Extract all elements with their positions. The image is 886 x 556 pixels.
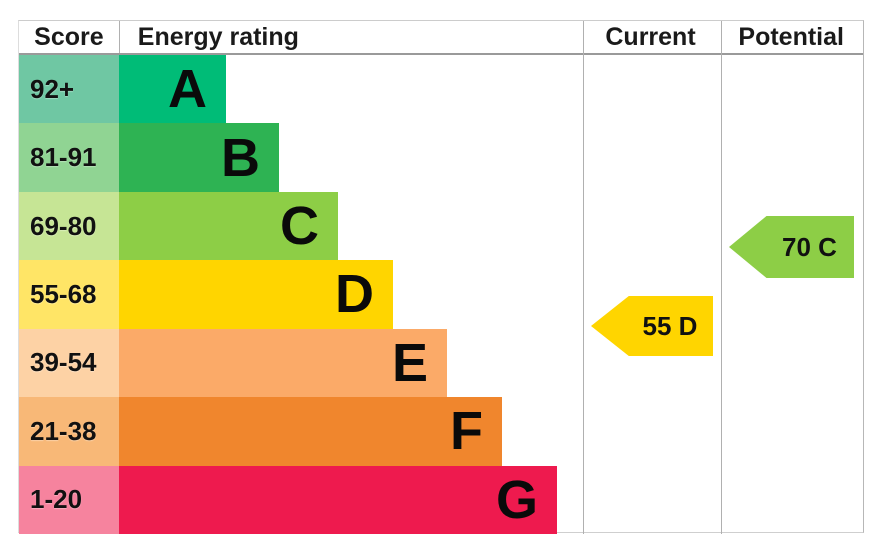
rating-bar-c: C xyxy=(119,191,338,261)
bar-track: D xyxy=(119,260,583,329)
current-rating-label: 55 D xyxy=(642,310,698,341)
band-letter: F xyxy=(450,401,483,462)
header-current: Current xyxy=(605,22,696,51)
score-range: 92+ xyxy=(19,55,119,124)
chart-header-row: Score Energy rating Current Potential xyxy=(19,21,863,55)
rating-bar-d: D xyxy=(119,260,393,329)
current-column-divider xyxy=(583,21,584,534)
band-row-d: 55-68 D xyxy=(19,260,863,329)
bar-track: F xyxy=(119,397,583,466)
band-letter: E xyxy=(391,332,428,393)
band-letter: D xyxy=(335,264,374,325)
rating-bar-b: B xyxy=(119,123,279,192)
band-row-e: 39-54 E xyxy=(19,328,863,398)
header-energy-rating: Energy rating xyxy=(118,21,582,53)
rating-bar-e: E xyxy=(119,328,447,398)
score-range: 21-38 xyxy=(19,397,119,466)
score-range: 69-80 xyxy=(19,191,119,261)
rating-bar-f: F xyxy=(119,397,502,466)
band-letter: G xyxy=(495,469,538,530)
band-letter: A xyxy=(168,59,207,120)
band-row-g: 1-20 G xyxy=(19,465,863,534)
score-range: 55-68 xyxy=(19,260,119,329)
header-potential: Potential xyxy=(738,22,844,51)
rating-bar-g: G xyxy=(119,465,557,534)
bar-track: E xyxy=(119,328,583,398)
band-letter: C xyxy=(280,196,319,257)
band-letter: B xyxy=(221,127,260,188)
rating-bar-a: A xyxy=(119,55,226,124)
rating-bands: 55 D 70 C 92+ A 81-91 B 69-80 C 55-68 D 39-54 E 21… xyxy=(19,21,863,534)
band-row-a: 92+ A xyxy=(19,55,863,124)
band-row-c: 69-80 C xyxy=(19,191,863,261)
bar-track: G xyxy=(119,465,583,534)
score-range: 81-91 xyxy=(19,123,119,192)
potential-column-divider xyxy=(721,21,722,534)
bar-track: B xyxy=(119,123,583,192)
header-score: Score xyxy=(34,22,104,51)
bar-track: C xyxy=(119,191,583,261)
band-row-f: 21-38 F xyxy=(19,397,863,466)
bar-track: A xyxy=(119,55,583,124)
epc-rating-chart: Score Energy rating Current Potential 55… xyxy=(18,20,864,534)
band-row-b: 81-91 B xyxy=(19,123,863,192)
score-range: 1-20 xyxy=(19,465,119,534)
potential-rating-label: 70 C xyxy=(782,231,837,262)
score-range: 39-54 xyxy=(19,328,119,398)
